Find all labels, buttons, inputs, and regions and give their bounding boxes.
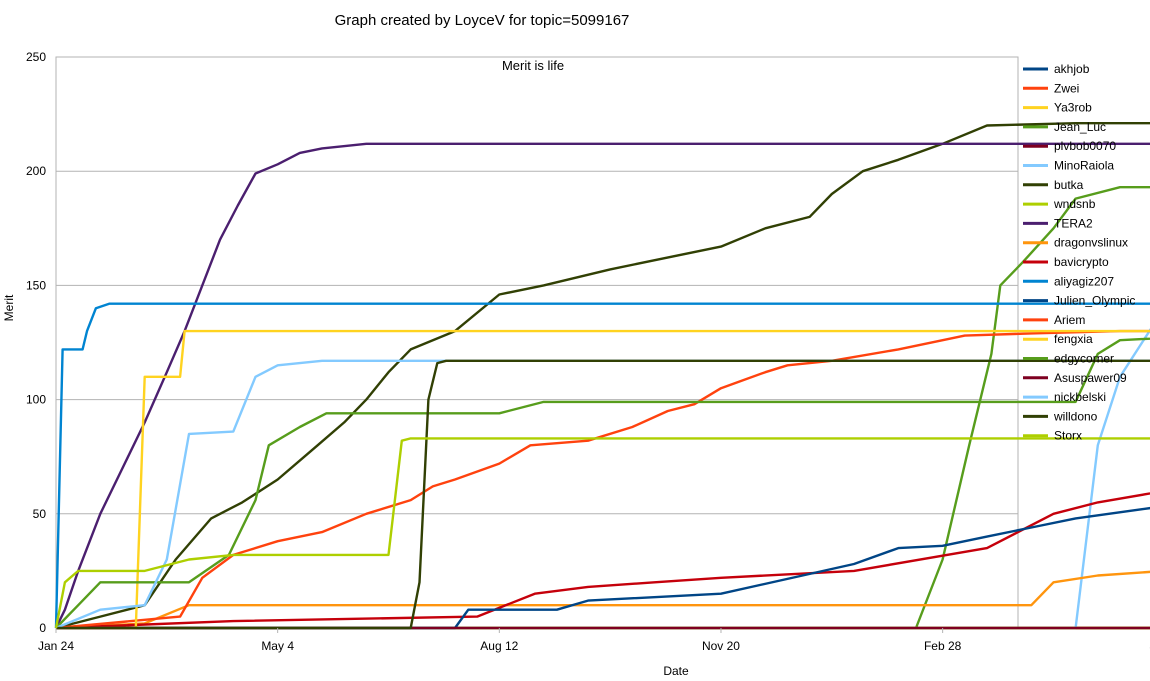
chart-title: Graph created by LoyceV for topic=509916… — [335, 12, 630, 29]
legend-label: MinoRaiola — [1054, 159, 1114, 173]
legend-label: wndsnb — [1053, 197, 1096, 211]
series-line-butka — [55, 122, 1150, 630]
series-line-julien_olympic — [56, 506, 1150, 630]
legend-label: nickbelski — [1054, 390, 1106, 404]
series-line-jean_luc — [56, 186, 1150, 630]
x-tick-label: Aug 12 — [480, 639, 518, 653]
legend-label: Ya3rob — [1054, 101, 1092, 115]
series-line-minoraiola — [56, 328, 1150, 630]
chart-subtitle: Merit is life — [502, 58, 564, 73]
x-tick-label: Nov 20 — [702, 639, 740, 653]
x-axis-label: Date — [663, 664, 689, 678]
y-tick-label: 150 — [26, 278, 46, 292]
legend-label: akhjob — [1054, 62, 1090, 76]
series-line-akhjob — [56, 626, 1150, 630]
x-tick-label: Jan 24 — [38, 639, 74, 653]
series-line-storx — [54, 437, 1150, 629]
legend-label: plvbob0070 — [1054, 139, 1116, 153]
series-line-aliyagiz207 — [54, 302, 1150, 629]
x-tick-label: Feb 28 — [924, 639, 962, 653]
legend-label: Julien_Olympic — [1054, 294, 1135, 308]
series-line-willdono — [56, 359, 1150, 630]
y-tick-label: 200 — [26, 164, 46, 178]
series-line-bavicrypto — [55, 492, 1150, 630]
y-tick-label: 250 — [26, 50, 46, 64]
legend-label: butka — [1054, 178, 1084, 192]
legend-label: Jean_Luc — [1054, 120, 1106, 134]
legend-label: fengxia — [1054, 332, 1093, 346]
legend-label: willdono — [1053, 409, 1098, 423]
legend-label: Storx — [1054, 429, 1082, 443]
legend-label: Zwei — [1054, 81, 1079, 95]
legend-label: TERA2 — [1054, 216, 1093, 230]
legend-label: Ariem — [1054, 313, 1085, 327]
legend-label: bavicrypto — [1054, 255, 1109, 269]
series-line-zwei — [56, 626, 1150, 630]
y-axis-label: Merit — [2, 294, 16, 321]
legend-label: edgycorner — [1054, 352, 1114, 366]
series-line-dragonvslinux — [55, 570, 1150, 630]
x-tick-label: May 4 — [261, 639, 294, 653]
series-line-tera2 — [54, 142, 1150, 629]
legend-label: Asuspawer09 — [1054, 371, 1127, 385]
y-tick-label: 0 — [39, 621, 46, 635]
legend: akhjob Zwei Ya3rob Jean_Luc plvbob0070 MinoRa… — [1023, 62, 1135, 443]
series-line-edgycorner — [55, 337, 1150, 629]
legend-label: aliyagiz207 — [1054, 274, 1114, 288]
series-lines — [54, 122, 1150, 630]
series-line-fengxia — [56, 329, 1150, 630]
legend-label: dragonvslinux — [1054, 236, 1128, 250]
y-tick-label: 50 — [33, 507, 47, 521]
y-tick-label: 100 — [26, 393, 46, 407]
y-axis-ticks: 0 50 100 150 200 250 — [26, 50, 46, 635]
